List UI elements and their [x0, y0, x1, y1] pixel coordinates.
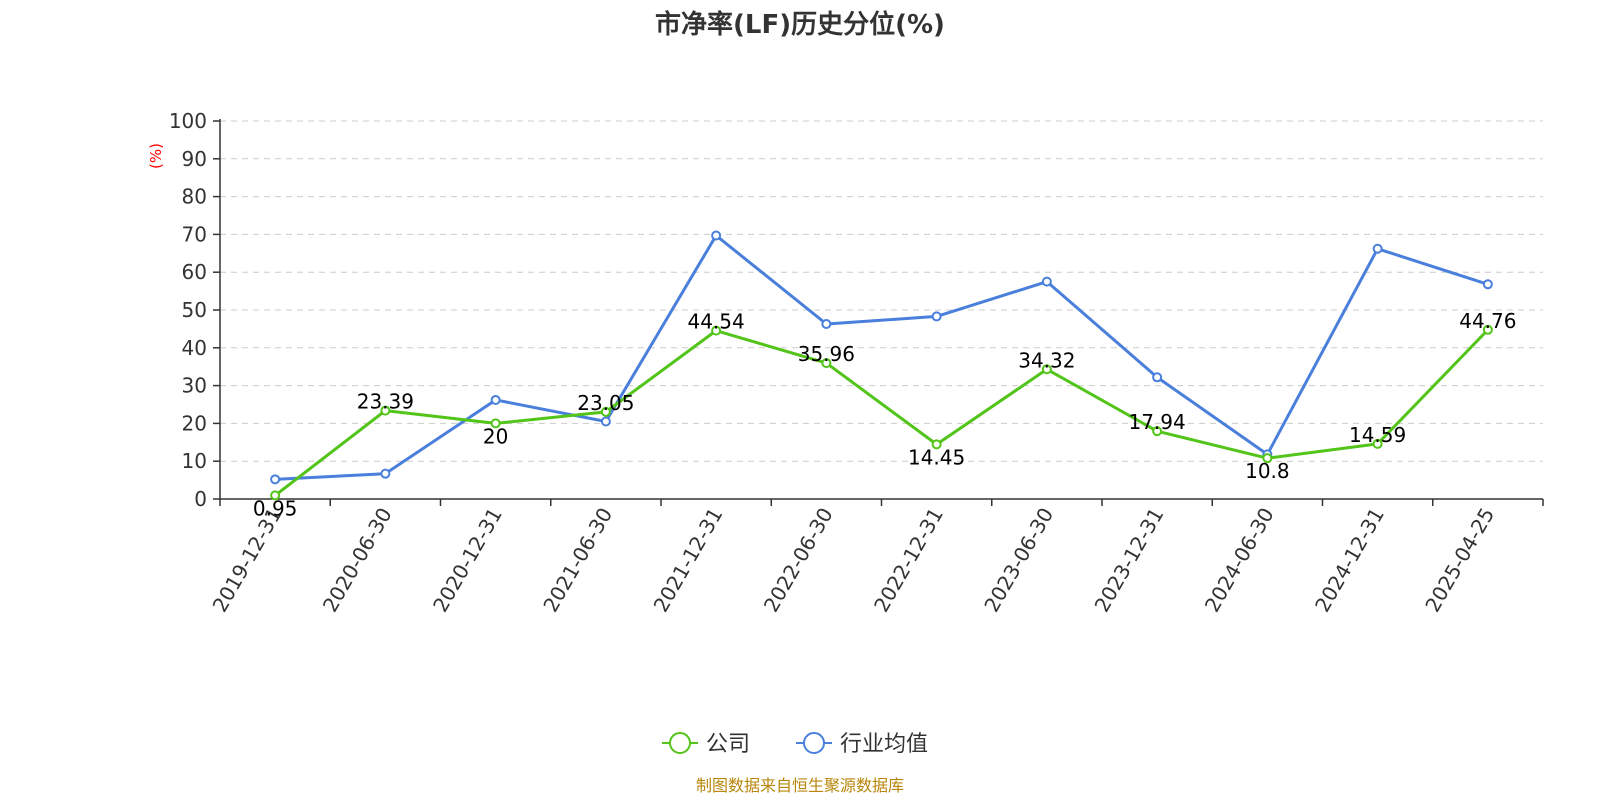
x-tick-label: 2025-04-25 — [1420, 504, 1499, 617]
y-tick-label: 60 — [182, 260, 207, 284]
data-point — [711, 325, 722, 336]
x-tick-label: 2023-12-31 — [1090, 504, 1169, 617]
y-tick-label: 0 — [194, 487, 207, 511]
x-tick-label: 2024-06-30 — [1200, 504, 1279, 617]
data-label: 14.59 — [1349, 423, 1406, 447]
x-tick-label: 2020-12-31 — [428, 504, 507, 617]
series-line-0 — [274, 328, 1489, 497]
data-point — [600, 406, 611, 417]
y-axis-label: (%) — [147, 143, 165, 169]
data-label: 10.8 — [1245, 459, 1290, 483]
y-tick-label: 90 — [182, 147, 207, 171]
data-point — [1372, 243, 1383, 254]
data-point — [1482, 279, 1493, 290]
data-point — [711, 230, 722, 241]
x-tick-label: 2021-12-31 — [649, 504, 728, 617]
data-point — [600, 416, 611, 427]
y-tick-label: 30 — [182, 374, 207, 398]
data-label: 34.32 — [1018, 348, 1075, 372]
legend-item-1[interactable]: 行业均值 — [796, 732, 928, 757]
data-point — [380, 405, 391, 416]
legend-label: 行业均值 — [840, 732, 928, 757]
x-tick-label: 2020-06-30 — [318, 504, 397, 617]
y-tick-label: 80 — [182, 185, 207, 209]
x-tick-label: 2024-12-31 — [1310, 504, 1389, 617]
x-tick-label: 2021-06-30 — [538, 504, 617, 617]
data-point — [1262, 453, 1273, 464]
chart-title: 市净率(LF)历史分位(%) — [655, 9, 945, 40]
data-labels: 0.95 23.39 20 23.05 44.54 35.96 14.45 34.32 17.9… — [253, 309, 1517, 521]
x-tick-label: 2023-06-30 — [979, 504, 1058, 617]
legend-marker — [669, 732, 691, 754]
data-label: 23.39 — [357, 390, 414, 414]
series-lines — [270, 230, 1493, 501]
data-point — [1041, 276, 1052, 287]
data-label: 35.96 — [798, 342, 855, 366]
data-point — [1041, 364, 1052, 375]
legend-item-0[interactable]: 公司 — [662, 732, 750, 757]
data-label: 44.76 — [1459, 309, 1516, 333]
data-label: 20 — [483, 424, 508, 448]
data-point — [270, 490, 281, 501]
y-tick-label: 20 — [182, 411, 207, 435]
data-point — [1152, 372, 1163, 383]
y-tick-label: 10 — [182, 449, 207, 473]
x-tick-label: 2022-06-30 — [759, 504, 838, 617]
y-tick-label: 40 — [182, 336, 207, 360]
data-label: 44.54 — [687, 310, 744, 334]
data-label: 17.94 — [1128, 410, 1185, 434]
data-label: 23.05 — [577, 391, 634, 415]
data-label: 14.45 — [908, 445, 965, 469]
legend-label: 公司 — [706, 732, 750, 757]
data-point — [931, 439, 942, 450]
data-point — [490, 418, 501, 429]
data-point — [380, 468, 391, 479]
data-label: 0.95 — [253, 496, 298, 520]
series-line-1 — [275, 234, 1489, 481]
legend[interactable]: 公司 行业均值 — [662, 732, 928, 757]
source-note: 制图数据来自恒生聚源数据库 — [696, 776, 904, 795]
y-tick-label: 70 — [182, 222, 207, 246]
data-point — [270, 474, 281, 485]
data-point — [821, 318, 832, 329]
data-point — [1482, 324, 1493, 335]
data-point — [1152, 426, 1163, 437]
grid-lines — [220, 120, 1543, 462]
x-tick-label: 2022-12-31 — [869, 504, 948, 617]
y-tick-label: 100 — [169, 109, 207, 133]
data-point — [931, 311, 942, 322]
data-point — [1372, 438, 1383, 449]
legend-marker — [803, 732, 825, 754]
data-point — [490, 394, 501, 405]
data-point — [821, 358, 832, 369]
y-tick-label: 50 — [182, 298, 207, 322]
